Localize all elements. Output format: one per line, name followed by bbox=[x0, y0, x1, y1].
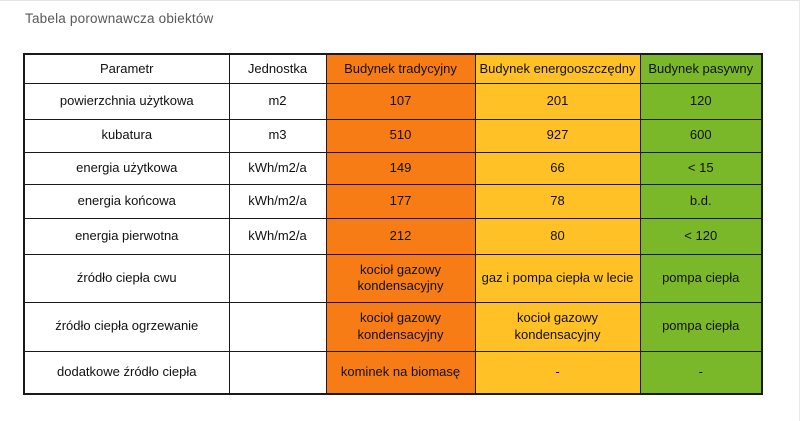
unit-cell: m2 bbox=[228, 82, 327, 120]
unit-cell: kWh/m2/a bbox=[228, 217, 327, 255]
param-label-cell: dodatkowe źródło ciepła bbox=[23, 350, 230, 395]
unit-cell: m3 bbox=[228, 118, 327, 153]
param-label-cell: powierzchnia użytkowa bbox=[23, 82, 230, 120]
table-row: energia pierwotna kWh/m2/a 212 80 < 120 bbox=[23, 217, 763, 255]
value-cell-energooszczedny: kocioł gazowy kondensacyjny bbox=[474, 301, 641, 352]
column-header-jednostka: Jednostka bbox=[228, 53, 327, 84]
value-cell-pasywny: 600 bbox=[639, 118, 763, 153]
value-cell-energooszczedny: - bbox=[474, 350, 641, 395]
value-cell-pasywny: < 120 bbox=[639, 217, 763, 255]
table-row: źródło ciepła ogrzewanie kocioł gazowy k… bbox=[23, 301, 763, 352]
unit-cell: kWh/m2/a bbox=[228, 151, 327, 185]
value-cell-tradycyjny: 177 bbox=[325, 183, 476, 219]
value-cell-energooszczedny: gaz i pompa ciepła w lecie bbox=[474, 253, 641, 303]
value-cell-tradycyjny: 107 bbox=[325, 82, 476, 120]
value-cell-pasywny: - bbox=[639, 350, 763, 395]
param-label-cell: energia końcowa bbox=[23, 183, 230, 219]
param-label-cell: kubatura bbox=[23, 118, 230, 153]
table-row: źródło ciepła cwu kocioł gazowy kondensa… bbox=[23, 253, 763, 303]
header-row: Parametr Jednostka Budynek tradycyjny Bu… bbox=[23, 53, 763, 84]
table-row: energia końcowa kWh/m2/a 177 78 b.d. bbox=[23, 183, 763, 219]
table-row: kubatura m3 510 927 600 bbox=[23, 118, 763, 153]
column-header-parametr: Parametr bbox=[23, 53, 230, 84]
unit-cell bbox=[228, 350, 327, 395]
value-cell-tradycyjny: 212 bbox=[325, 217, 476, 255]
value-cell-tradycyjny: 510 bbox=[325, 118, 476, 153]
column-header-budynek-energooszczedny: Budynek energooszczędny bbox=[474, 53, 641, 84]
value-cell-pasywny: pompa ciepła bbox=[639, 253, 763, 303]
value-cell-tradycyjny: kominek na biomasę bbox=[325, 350, 476, 395]
value-cell-energooszczedny: 927 bbox=[474, 118, 641, 153]
table-row: powierzchnia użytkowa m2 107 201 120 bbox=[23, 82, 763, 120]
value-cell-tradycyjny: kocioł gazowy kondensacyjny bbox=[325, 253, 476, 303]
value-cell-energooszczedny: 201 bbox=[474, 82, 641, 120]
unit-cell bbox=[228, 301, 327, 352]
value-cell-pasywny: b.d. bbox=[639, 183, 763, 219]
table-row: energia użytkowa kWh/m2/a 149 66 < 15 bbox=[23, 151, 763, 185]
table-row: dodatkowe źródło ciepła kominek na bioma… bbox=[23, 350, 763, 395]
column-header-budynek-pasywny: Budynek pasywny bbox=[639, 53, 763, 84]
param-label-cell: energia pierwotna bbox=[23, 217, 230, 255]
column-header-budynek-tradycyjny: Budynek tradycyjny bbox=[325, 53, 476, 84]
value-cell-tradycyjny: 149 bbox=[325, 151, 476, 185]
page-title: Tabela porownawcza obiektów bbox=[25, 11, 214, 26]
unit-cell: kWh/m2/a bbox=[228, 183, 327, 219]
value-cell-pasywny: 120 bbox=[639, 82, 763, 120]
value-cell-energooszczedny: 66 bbox=[474, 151, 641, 185]
value-cell-energooszczedny: 78 bbox=[474, 183, 641, 219]
unit-cell bbox=[228, 253, 327, 303]
value-cell-tradycyjny: kocioł gazowy kondensacyjny bbox=[325, 301, 476, 352]
comparison-table: Parametr Jednostka Budynek tradycyjny Bu… bbox=[23, 53, 763, 395]
param-label-cell: źródło ciepła cwu bbox=[23, 253, 230, 303]
param-label-cell: energia użytkowa bbox=[23, 151, 230, 185]
value-cell-pasywny: < 15 bbox=[639, 151, 763, 185]
value-cell-energooszczedny: 80 bbox=[474, 217, 641, 255]
value-cell-pasywny: pompa ciepła bbox=[639, 301, 763, 352]
param-label-cell: źródło ciepła ogrzewanie bbox=[23, 301, 230, 352]
